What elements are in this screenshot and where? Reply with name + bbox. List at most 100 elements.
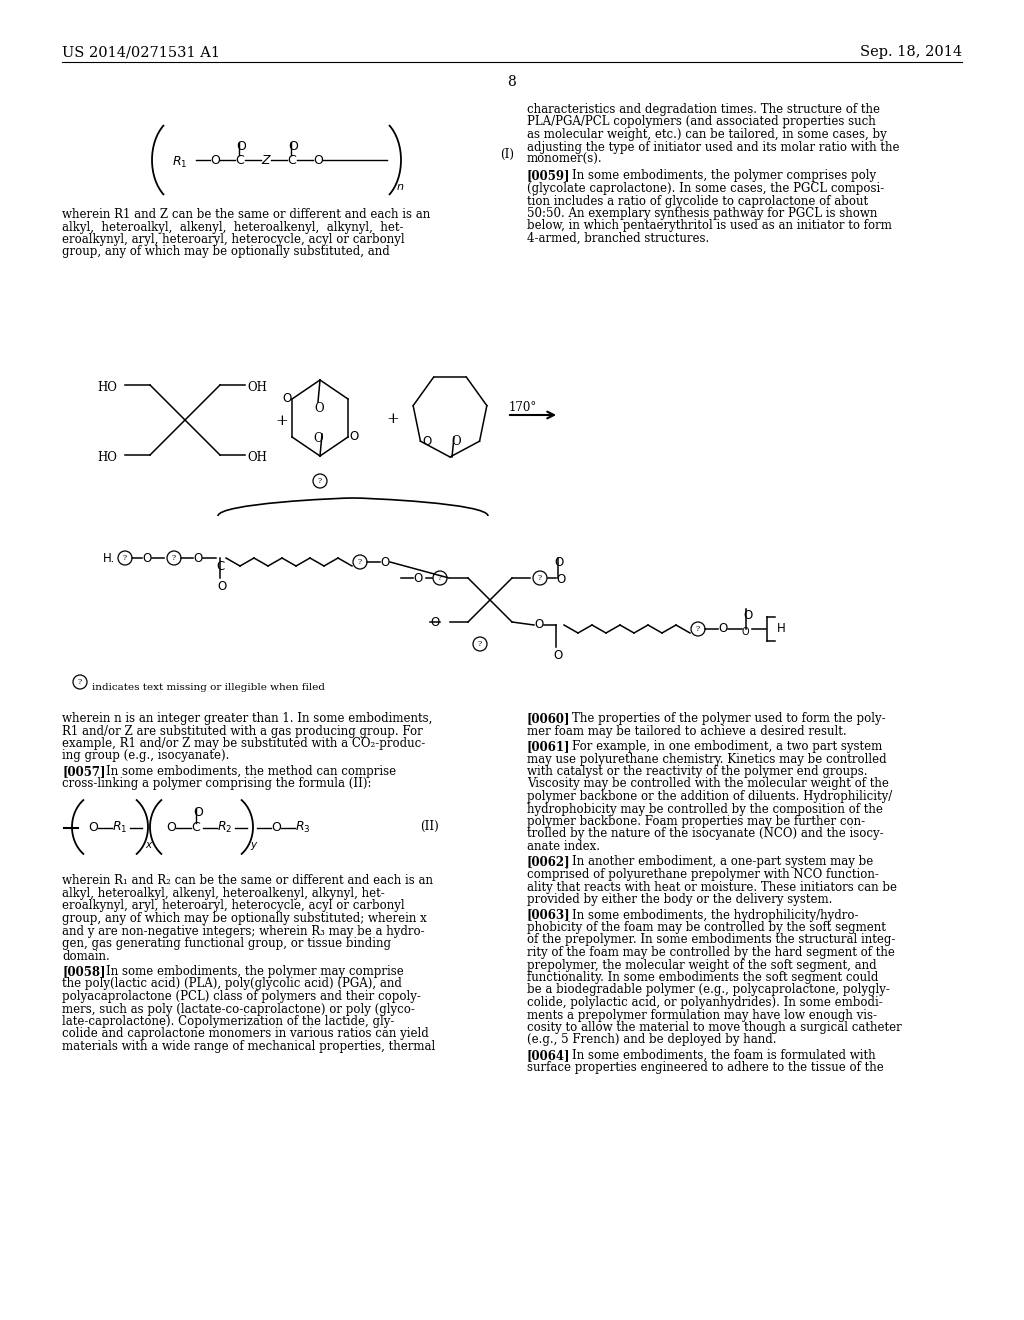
Text: of the prepolymer. In some embodiments the structural integ-: of the prepolymer. In some embodiments t…: [527, 933, 895, 946]
Text: In some embodiments, the polymer comprises poly: In some embodiments, the polymer compris…: [572, 169, 877, 182]
Text: O: O: [431, 615, 440, 628]
Text: [0060]: [0060]: [527, 711, 570, 725]
Text: C: C: [191, 821, 200, 834]
Text: late-caprolactone). Copolymerization of the lactide, gly-: late-caprolactone). Copolymerization of …: [62, 1015, 394, 1028]
Text: alkyl,  heteroalkyl,  alkenyl,  heteroalkenyl,  alkynyl,  het-: alkyl, heteroalkyl, alkenyl, heteroalken…: [62, 220, 403, 234]
Text: O: O: [166, 821, 176, 834]
Text: ?: ?: [172, 554, 176, 562]
Text: O: O: [451, 436, 461, 447]
Text: prepolymer, the molecular weight of the soft segment, and: prepolymer, the molecular weight of the …: [527, 958, 877, 972]
Text: may use polyurethane chemistry. Kinetics may be controlled: may use polyurethane chemistry. Kinetics…: [527, 752, 887, 766]
Text: [0062]: [0062]: [527, 855, 570, 869]
Text: For example, in one embodiment, a two part system: For example, in one embodiment, a two pa…: [572, 741, 883, 752]
Text: polyacaprolactone (PCL) class of polymers and their copoly-: polyacaprolactone (PCL) class of polymer…: [62, 990, 421, 1003]
Text: (glycolate caprolactone). In some cases, the PGCL composi-: (glycolate caprolactone). In some cases,…: [527, 182, 885, 195]
Text: In some embodiments, the method can comprise: In some embodiments, the method can comp…: [106, 766, 396, 777]
Text: ality that reacts with heat or moisture. These initiators can be: ality that reacts with heat or moisture.…: [527, 880, 897, 894]
Text: O: O: [423, 434, 432, 447]
Text: characteristics and degradation times. The structure of the: characteristics and degradation times. T…: [527, 103, 880, 116]
Text: +: +: [386, 412, 398, 426]
Text: (I): (I): [500, 148, 514, 161]
Text: O: O: [314, 403, 324, 414]
Text: ?: ?: [123, 554, 127, 562]
Text: n: n: [397, 182, 404, 191]
Text: O: O: [380, 556, 389, 569]
Text: C: C: [216, 560, 224, 573]
Text: C: C: [287, 153, 296, 166]
Text: O: O: [88, 821, 98, 834]
Text: [0058]: [0058]: [62, 965, 105, 978]
Text: 4-armed, branched structures.: 4-armed, branched structures.: [527, 232, 710, 246]
Text: functionality. In some embodiments the soft segment could: functionality. In some embodiments the s…: [527, 972, 879, 983]
Text: O: O: [142, 552, 152, 565]
Text: example, R1 and/or Z may be substituted with a CO₂-produc-: example, R1 and/or Z may be substituted …: [62, 737, 425, 750]
Text: C: C: [234, 153, 244, 166]
Text: In some embodiments, the foam is formulated with: In some embodiments, the foam is formula…: [572, 1049, 876, 1063]
Text: and y are non-negative integers; wherein R₃ may be a hydro-: and y are non-negative integers; wherein…: [62, 924, 425, 937]
Text: HO: HO: [97, 381, 117, 393]
Text: Sep. 18, 2014: Sep. 18, 2014: [860, 45, 962, 59]
Text: O: O: [743, 609, 753, 622]
Text: 8: 8: [508, 75, 516, 88]
Text: O: O: [554, 556, 563, 569]
Text: Z: Z: [261, 153, 269, 166]
Text: group, any of which may be optionally substituted, and: group, any of which may be optionally su…: [62, 246, 390, 259]
Text: [0061]: [0061]: [527, 741, 570, 752]
Text: O: O: [193, 805, 203, 818]
Text: wherein n is an integer greater than 1. In some embodiments,: wherein n is an integer greater than 1. …: [62, 711, 432, 725]
Text: polymer backbone. Foam properties may be further con-: polymer backbone. Foam properties may be…: [527, 814, 865, 828]
Text: surface properties engineered to adhere to the tissue of the: surface properties engineered to adhere …: [527, 1061, 884, 1074]
Text: The properties of the polymer used to form the poly-: The properties of the polymer used to fo…: [572, 711, 886, 725]
Text: ?: ?: [478, 640, 482, 648]
Text: In some embodiments, the hydrophilicity/hydro-: In some embodiments, the hydrophilicity/…: [572, 908, 858, 921]
Text: colide, polylactic acid, or polyanhydrides). In some embodi-: colide, polylactic acid, or polyanhydrid…: [527, 997, 883, 1008]
Text: ments a prepolymer formulation may have low enough vis-: ments a prepolymer formulation may have …: [527, 1008, 877, 1022]
Text: $R_2$: $R_2$: [217, 820, 232, 836]
Text: O: O: [236, 140, 246, 153]
Text: OH: OH: [247, 451, 267, 465]
Text: adjusting the type of initiator used and its molar ratio with the: adjusting the type of initiator used and…: [527, 140, 899, 153]
Text: O: O: [413, 572, 422, 585]
Text: monomer(s).: monomer(s).: [527, 153, 603, 166]
Text: O: O: [349, 430, 358, 444]
Text: ?: ?: [438, 574, 442, 582]
Text: cross-linking a polymer comprising the formula (II):: cross-linking a polymer comprising the f…: [62, 777, 372, 791]
Text: (II): (II): [420, 820, 438, 833]
Text: ?: ?: [358, 558, 362, 566]
Text: HO: HO: [97, 451, 117, 465]
Text: ?: ?: [78, 678, 82, 686]
Text: O: O: [534, 619, 544, 631]
Text: +: +: [275, 414, 288, 428]
Text: provided by either the body or the delivery system.: provided by either the body or the deliv…: [527, 894, 833, 906]
Text: [0057]: [0057]: [62, 766, 105, 777]
Text: O: O: [313, 153, 323, 166]
Text: [0063]: [0063]: [527, 908, 570, 921]
Text: ?: ?: [538, 574, 542, 582]
Text: $R_1$: $R_1$: [172, 154, 187, 169]
Text: 50:50. An exemplary synthesis pathway for PGCL is shown: 50:50. An exemplary synthesis pathway fo…: [527, 207, 878, 220]
Text: comprised of polyurethane prepolymer with NCO function-: comprised of polyurethane prepolymer wit…: [527, 869, 879, 880]
Text: O: O: [553, 649, 562, 663]
Text: colide and caprolactone monomers in various ratios can yield: colide and caprolactone monomers in vari…: [62, 1027, 429, 1040]
Text: mers, such as poly (lactate-co-caprolactone) or poly (glyco-: mers, such as poly (lactate-co-caprolact…: [62, 1002, 415, 1015]
Text: In another embodiment, a one-part system may be: In another embodiment, a one-part system…: [572, 855, 873, 869]
Text: ?: ?: [696, 624, 700, 634]
Text: H.: H.: [102, 552, 115, 565]
Text: PLA/PGA/PCL copolymers (and associated properties such: PLA/PGA/PCL copolymers (and associated p…: [527, 116, 876, 128]
Text: Viscosity may be controlled with the molecular weight of the: Viscosity may be controlled with the mol…: [527, 777, 889, 791]
Text: below, in which pentaerythritol is used as an initiator to form: below, in which pentaerythritol is used …: [527, 219, 892, 232]
Text: materials with a wide range of mechanical properties, thermal: materials with a wide range of mechanica…: [62, 1040, 435, 1053]
Text: ing group (e.g., isocyanate).: ing group (e.g., isocyanate).: [62, 750, 229, 763]
Text: O: O: [742, 627, 750, 638]
Text: trolled by the nature of the isocyanate (NCO) and the isocy-: trolled by the nature of the isocyanate …: [527, 828, 884, 841]
Text: O: O: [210, 153, 220, 166]
Text: rity of the foam may be controlled by the hard segment of the: rity of the foam may be controlled by th…: [527, 946, 895, 960]
Text: (e.g., 5 French) and be deployed by hand.: (e.g., 5 French) and be deployed by hand…: [527, 1034, 776, 1047]
Text: O: O: [313, 432, 323, 445]
Text: gen, gas generating functional group, or tissue binding: gen, gas generating functional group, or…: [62, 937, 391, 950]
Text: with catalyst or the reactivity of the polymer end groups.: with catalyst or the reactivity of the p…: [527, 766, 867, 777]
Text: the poly(lactic acid) (PLA), poly(glycolic acid) (PGA), and: the poly(lactic acid) (PLA), poly(glycol…: [62, 978, 401, 990]
Text: O: O: [271, 821, 281, 834]
Text: O: O: [282, 392, 291, 405]
Text: be a biodegradable polymer (e.g., polycaprolactone, polygly-: be a biodegradable polymer (e.g., polyca…: [527, 983, 890, 997]
